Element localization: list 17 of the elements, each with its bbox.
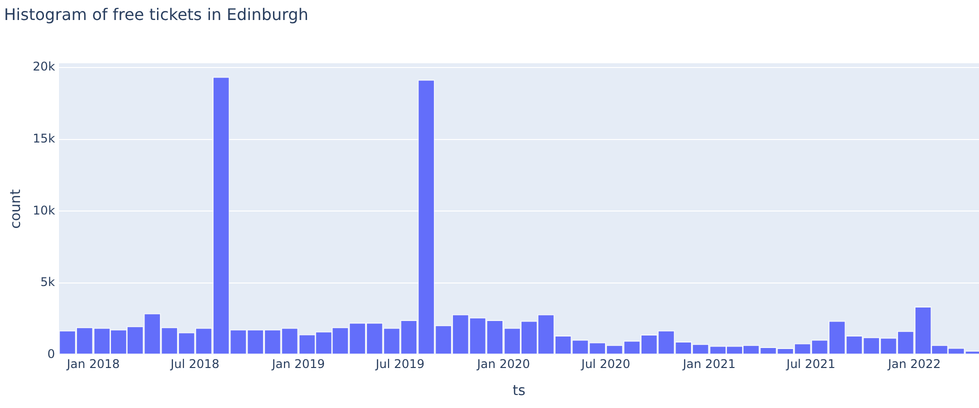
x-tick-label: Jul 2020 bbox=[580, 357, 630, 372]
y-tick-label: 5k bbox=[40, 275, 56, 290]
x-tick-label: Jan 2020 bbox=[476, 357, 530, 372]
y-axis-title: count bbox=[8, 188, 24, 229]
y-tick-label: 15k bbox=[32, 131, 56, 146]
x-tick-label: Jan 2018 bbox=[66, 357, 120, 372]
x-tick-label: Jan 2021 bbox=[682, 357, 736, 372]
y-tick-label: 20k bbox=[32, 60, 56, 74]
y-tick-label: 0 bbox=[47, 346, 56, 361]
x-tick-label: Jul 2018 bbox=[170, 357, 220, 372]
x-tick-label: Jul 2021 bbox=[786, 357, 836, 372]
x-tick-label: Jul 2019 bbox=[374, 357, 425, 372]
x-axis-title: ts bbox=[512, 383, 526, 400]
chart-title: Histogram of free tickets in Edinburgh bbox=[4, 4, 308, 24]
x-tick-label: Jan 2019 bbox=[271, 357, 325, 372]
y-tick-label: 10k bbox=[32, 203, 56, 218]
x-tick-label: Jan 2022 bbox=[886, 357, 941, 372]
